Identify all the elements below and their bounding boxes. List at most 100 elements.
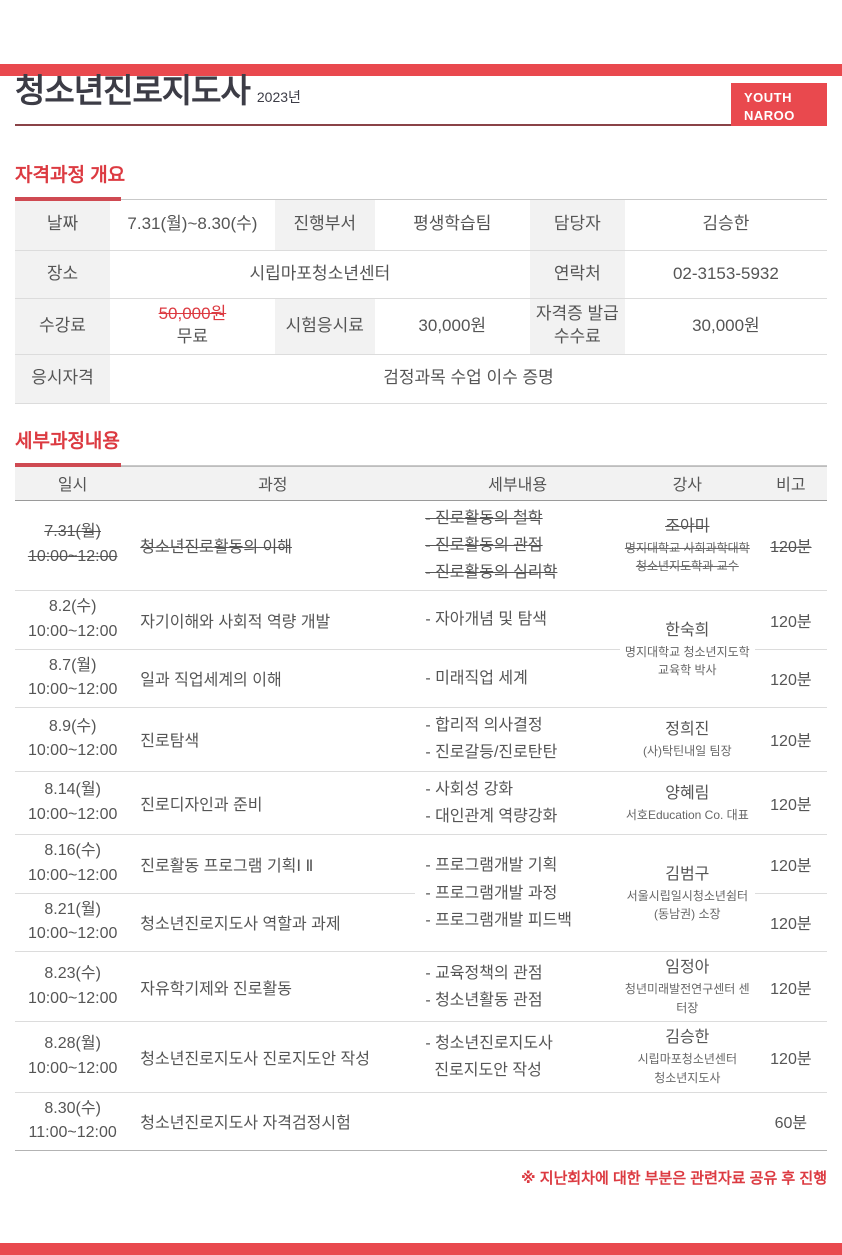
- overview-row-place: 장소 시립마포청소년센터 연락처 02-3153-5932: [15, 250, 827, 299]
- curriculum-row-0-cancelled: 7.31(월) 10:00~12:00 청소년진로활동의 이해 - 진로활동의 …: [15, 500, 827, 592]
- curriculum-row-4: 8.14(월) 10:00~12:00 진로디자인과 준비 - 사회성 강화 -…: [15, 771, 827, 836]
- cert-fee-label: 자격증 발급수수료: [529, 298, 625, 355]
- col-header-details: 세부내용: [415, 465, 620, 501]
- curriculum-section-rule: [15, 462, 827, 467]
- session-course: 자기이해와 사회적 역량 개발: [130, 590, 416, 650]
- session-datetime: 8.30(수) 11:00~12:00: [15, 1092, 131, 1152]
- fee-value-cell: 50,000원 무료: [110, 298, 275, 355]
- session-datetime: 8.14(월) 10:00~12:00: [15, 771, 131, 836]
- session-details-merged: - 프로그램개발 기획 - 프로그램개발 과정 - 프로그램개발 피드백: [415, 834, 620, 953]
- session-course: 진로활동 프로그램 기획Ⅰ Ⅱ: [130, 834, 416, 894]
- session-course: 자유학기제와 진로활동: [130, 951, 416, 1023]
- manager-value: 김승한: [624, 200, 827, 251]
- youth-naroo-logo: YOUTH NAROO: [731, 83, 827, 126]
- session-details: - 미래직업 세계: [415, 649, 620, 709]
- curriculum-row-3: 8.9(수) 10:00~12:00 진로탐색 - 합리적 의사결정 - 진로갈…: [15, 707, 827, 772]
- manager-label: 담당자: [529, 200, 625, 251]
- overview-section-rule: [15, 197, 827, 201]
- session-lecturer-merged: 한숙희 명지대학교 청소년지도학 교육학 박사: [619, 590, 755, 709]
- footnote: ※ 지난회차에 대한 부분은 관련자료 공유 후 진행: [521, 1170, 827, 1188]
- curriculum-row-2: 8.7(월) 10:00~12:00 일과 직업세계의 이해 - 미래직업 세계…: [15, 649, 827, 709]
- place-value: 시립마포청소년센터: [110, 250, 530, 299]
- session-details: - 자아개념 및 탐색: [415, 590, 620, 650]
- col-header-datetime: 일시: [15, 465, 131, 501]
- overview-row-fees: 수강료 50,000원 무료 시험응시료 30,000원 자격증 발급수수료 3…: [15, 298, 827, 355]
- session-details: - 사회성 강화 - 대인관계 역량강화: [415, 771, 620, 836]
- session-course: 진로탐색: [130, 707, 416, 772]
- curriculum-row-9: 8.30(수) 11:00~12:00 청소년진로지도사 자격검정시험 60분: [15, 1092, 827, 1152]
- curriculum-row-1: 8.2(수) 10:00~12:00 자기이해와 사회적 역량 개발 - 자아개…: [15, 590, 827, 709]
- overview-row-qualification: 응시자격 검정과목 수업 이수 증명: [15, 354, 827, 404]
- page-header: 청소년진로지도사 2023년 YOUTH NAROO: [15, 64, 827, 126]
- session-course: 진로디자인과 준비: [130, 771, 416, 836]
- session-datetime: 7.31(월) 10:00~12:00: [15, 500, 131, 592]
- session-duration: 120분: [754, 893, 827, 953]
- logo-line-2: NAROO: [744, 107, 795, 123]
- curriculum-row-7: 8.23(수) 10:00~12:00 자유학기제와 진로활동 - 교육정책의 …: [15, 951, 827, 1023]
- session-details: - 진로활동의 철학 - 진로활동의 관점 - 진로활동의 심리학: [415, 500, 620, 592]
- session-datetime: 8.21(월) 10:00~12:00: [15, 893, 131, 953]
- session-course: 청소년진로지도사 진로지도안 작성: [130, 1021, 416, 1093]
- curriculum-header-row: 일시 과정 세부내용 강사 비고: [15, 465, 827, 501]
- session-course: 일과 직업세계의 이해: [130, 649, 416, 709]
- qualification-label: 응시자격: [15, 354, 110, 404]
- session-lecturer: 김승한 시립마포청소년센터 청소년지도사: [619, 1021, 755, 1093]
- session-duration: 120분: [754, 771, 827, 836]
- session-details: - 청소년진로지도사 진로지도안 작성: [415, 1021, 620, 1093]
- dept-value: 평생학습팀: [374, 200, 530, 251]
- overview-row-date: 날짜 7.31(월)~8.30(수) 진행부서 평생학습팀 담당자 김승한: [15, 200, 827, 251]
- top-accent-bar: [0, 64, 842, 76]
- session-details: - 교육정책의 관점 - 청소년활동 관점: [415, 951, 620, 1023]
- session-lecturer-merged: 김범구 서울시립일시청소년쉼터 (동남권) 소장: [619, 834, 755, 953]
- session-lecturer: 정희진 (사)탁틴내일 팀장: [619, 707, 755, 772]
- overview-table: 날짜 7.31(월)~8.30(수) 진행부서 평생학습팀 담당자 김승한 장소…: [15, 200, 827, 404]
- session-datetime: 8.28(월) 10:00~12:00: [15, 1021, 131, 1093]
- session-datetime: 8.2(수) 10:00~12:00: [15, 590, 131, 650]
- date-label: 날짜: [15, 200, 110, 251]
- session-duration: 60분: [754, 1092, 827, 1152]
- date-value: 7.31(월)~8.30(수): [110, 200, 275, 251]
- place-label: 장소: [15, 250, 110, 299]
- logo-line-1: YOUTH: [744, 90, 792, 105]
- session-duration: 120분: [754, 951, 827, 1023]
- session-lecturer: 임정아 청년미래발전연구센터 센터장: [619, 951, 755, 1023]
- curriculum-row-8: 8.28(월) 10:00~12:00 청소년진로지도사 진로지도안 작성 - …: [15, 1021, 827, 1093]
- session-course: 청소년진로활동의 이해: [130, 500, 416, 592]
- fee-label: 수강료: [15, 298, 110, 355]
- session-duration: 120분: [754, 1021, 827, 1093]
- exam-fee-value: 30,000원: [374, 298, 530, 355]
- fee-current-price: 무료: [176, 327, 209, 346]
- session-datetime: 8.7(월) 10:00~12:00: [15, 649, 131, 709]
- session-lecturer: 양혜림 서호Education Co. 대표: [619, 771, 755, 836]
- col-header-course: 과정: [130, 465, 416, 501]
- qualification-value: 검정과목 수업 이수 증명: [110, 354, 827, 404]
- curriculum-row-5: 8.16(수) 10:00~12:00 진로활동 프로그램 기획Ⅰ Ⅱ - 프로…: [15, 834, 827, 953]
- page-title: 청소년진로지도사: [15, 72, 251, 109]
- col-header-lecturer: 강사: [619, 465, 755, 501]
- bottom-accent-bar: [0, 1243, 842, 1255]
- dept-label: 진행부서: [274, 200, 375, 251]
- session-details-empty: [415, 1092, 620, 1152]
- session-details: - 합리적 의사결정 - 진로갈등/진로탄탄: [415, 707, 620, 772]
- page-title-year: 2023년: [256, 89, 301, 105]
- session-duration: 120분: [754, 649, 827, 709]
- session-course: 청소년진로지도사 자격검정시험: [130, 1092, 416, 1152]
- col-header-duration: 비고: [754, 465, 827, 501]
- session-duration: 120분: [754, 590, 827, 650]
- session-datetime: 8.23(수) 10:00~12:00: [15, 951, 131, 1023]
- session-duration: 120분: [754, 500, 827, 592]
- fee-old-price: 50,000원: [158, 304, 227, 324]
- curriculum-section-title: 세부과정내용: [15, 430, 120, 452]
- session-lecturer: 조아미 명지대학교 사회과학대학 청소년지도학과 교수: [619, 500, 755, 592]
- contact-label: 연락처: [529, 250, 625, 299]
- session-course: 청소년진로지도사 역할과 과제: [130, 893, 416, 953]
- session-duration: 120분: [754, 834, 827, 894]
- session-datetime: 8.9(수) 10:00~12:00: [15, 707, 131, 772]
- session-duration: 120분: [754, 707, 827, 772]
- curriculum-table: 일시 과정 세부내용 강사 비고 7.31(월) 10:00~12:00 청소년…: [15, 465, 827, 1152]
- session-lecturer-empty: [619, 1092, 755, 1152]
- cert-fee-value: 30,000원: [624, 298, 827, 355]
- session-datetime: 8.16(수) 10:00~12:00: [15, 834, 131, 894]
- contact-value: 02-3153-5932: [624, 250, 827, 299]
- overview-section-title: 자격과정 개요: [15, 165, 126, 186]
